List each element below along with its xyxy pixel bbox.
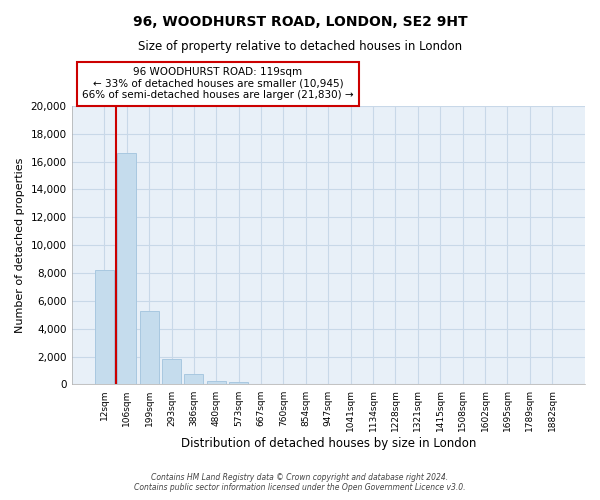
Text: 96 WOODHURST ROAD: 119sqm
← 33% of detached houses are smaller (10,945)
66% of s: 96 WOODHURST ROAD: 119sqm ← 33% of detac… bbox=[82, 67, 353, 100]
Bar bbox=[184, 374, 203, 384]
Bar bbox=[162, 360, 181, 384]
Text: 96, WOODHURST ROAD, LONDON, SE2 9HT: 96, WOODHURST ROAD, LONDON, SE2 9HT bbox=[133, 15, 467, 29]
Text: Contains HM Land Registry data © Crown copyright and database right 2024.
Contai: Contains HM Land Registry data © Crown c… bbox=[134, 473, 466, 492]
Y-axis label: Number of detached properties: Number of detached properties bbox=[15, 158, 25, 333]
X-axis label: Distribution of detached houses by size in London: Distribution of detached houses by size … bbox=[181, 437, 476, 450]
Bar bbox=[207, 381, 226, 384]
Bar bbox=[95, 270, 114, 384]
Bar bbox=[229, 382, 248, 384]
Bar bbox=[140, 310, 158, 384]
Bar bbox=[117, 154, 136, 384]
Text: Size of property relative to detached houses in London: Size of property relative to detached ho… bbox=[138, 40, 462, 53]
